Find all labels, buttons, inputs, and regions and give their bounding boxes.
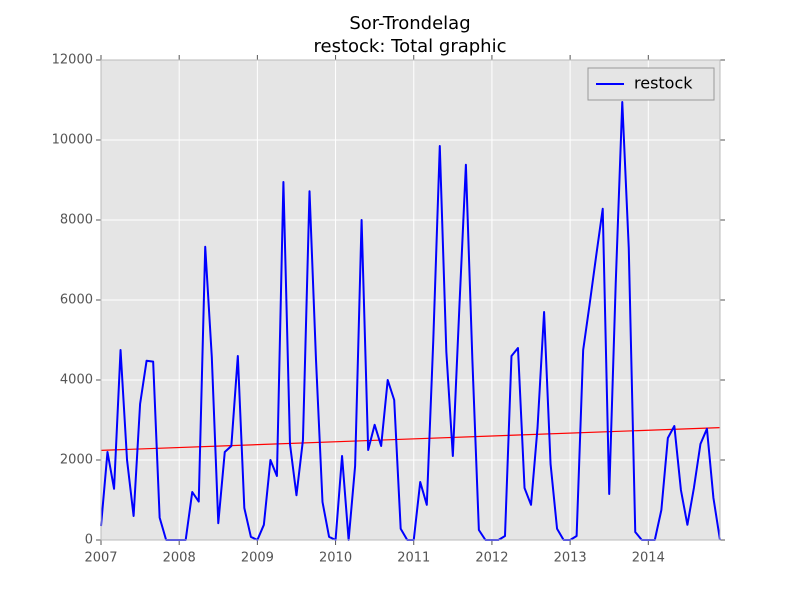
y-tick-label: 8000 xyxy=(60,213,93,228)
x-tick-label: 2013 xyxy=(554,551,587,566)
trend-line xyxy=(100,427,721,451)
chart-title: Sor-Trondelag xyxy=(349,13,470,34)
x-tick-label: 2007 xyxy=(84,551,117,566)
x-tick-label: 2008 xyxy=(163,551,196,566)
plot-frame xyxy=(100,59,721,541)
y-tick-label: 6000 xyxy=(60,293,93,308)
legend: restock xyxy=(587,67,715,101)
y-tick-label: 0 xyxy=(85,533,93,548)
x-tick-label: 2009 xyxy=(241,551,274,566)
chart-subtitle: restock: Total graphic xyxy=(314,36,507,57)
y-tick-label: 2000 xyxy=(60,453,93,468)
y-tick-label: 10000 xyxy=(52,133,93,148)
x-tick-label: 2012 xyxy=(475,551,508,566)
y-tick-label: 12000 xyxy=(52,53,93,68)
legend-label: restock xyxy=(634,74,693,93)
x-tick-label: 2011 xyxy=(397,551,430,566)
y-tick-label: 4000 xyxy=(60,373,93,388)
marks xyxy=(100,59,721,541)
x-tick-label: 2010 xyxy=(319,551,352,566)
x-tick-label: 2014 xyxy=(632,551,665,566)
